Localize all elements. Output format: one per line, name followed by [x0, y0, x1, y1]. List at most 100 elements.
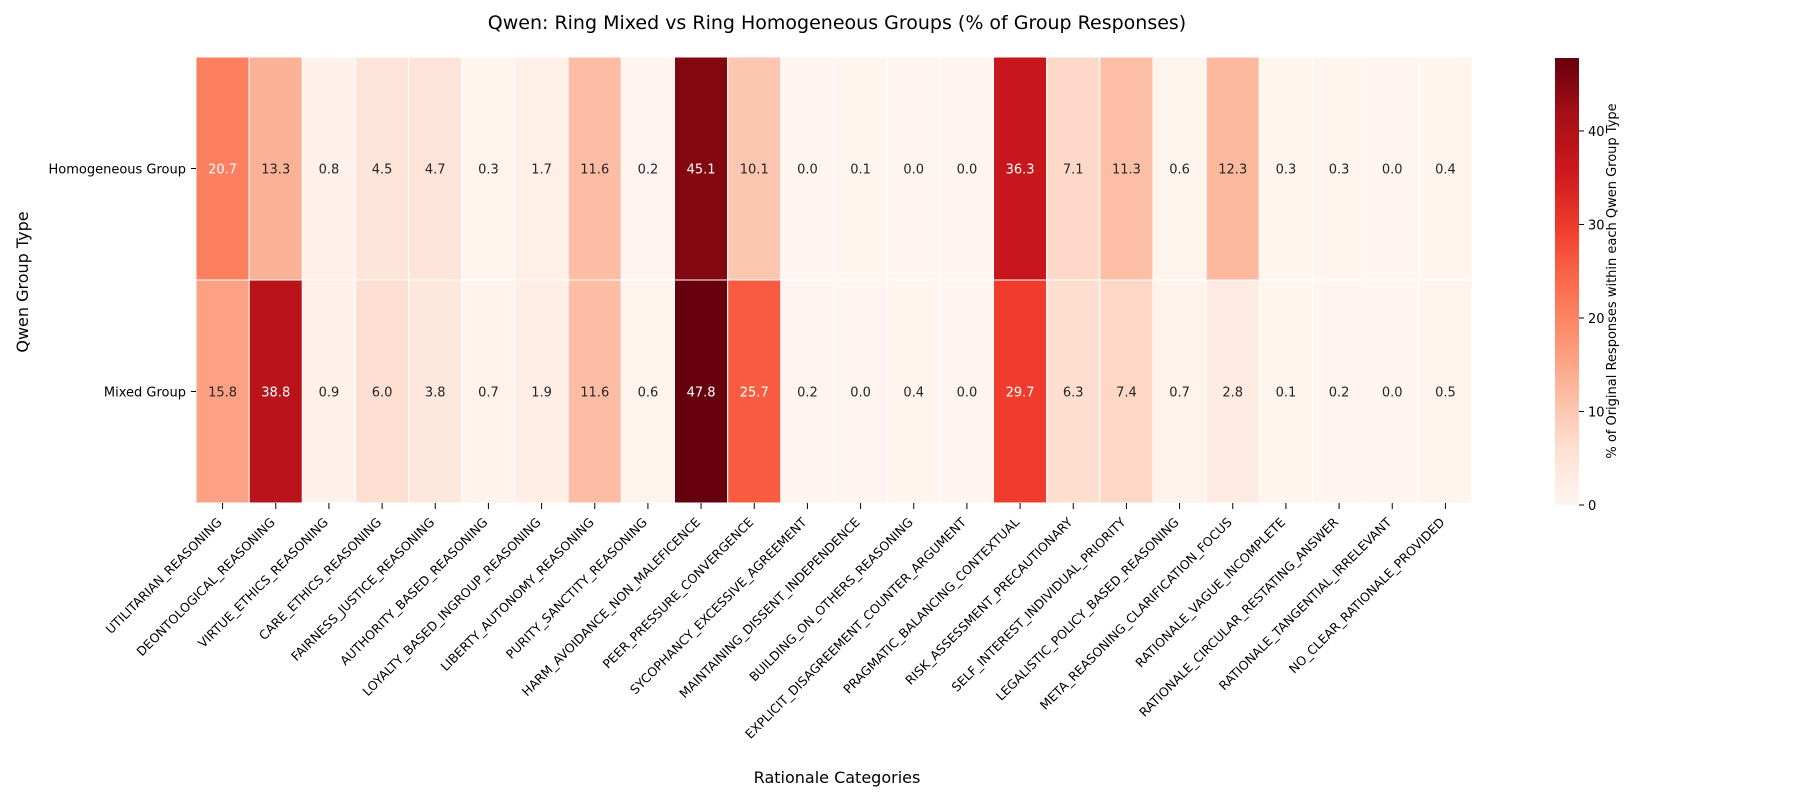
heatmap-cell — [780, 279, 835, 504]
heatmap-cell — [1418, 56, 1473, 281]
row-tick-label: Homogeneous Group — [48, 163, 186, 178]
cell-value-label: 11.3 — [1112, 163, 1141, 178]
heatmap-cell — [939, 56, 995, 281]
heatmap-cell — [1099, 56, 1154, 281]
heatmap-cell — [727, 279, 782, 504]
heatmap-cell — [1099, 279, 1154, 504]
cell-value-label: 2.8 — [1222, 386, 1243, 401]
colorbar-label: % of Original Responses within each Qwen… — [1605, 103, 1620, 458]
heatmap-cell — [674, 56, 729, 281]
cell-value-label: 7.1 — [1063, 163, 1084, 178]
heatmap-cell — [1418, 279, 1473, 504]
cell-value-label: 47.8 — [687, 386, 716, 401]
cell-value-label: 45.1 — [687, 163, 716, 178]
cell-value-label: 0.0 — [903, 163, 924, 178]
cell-value-label: 0.2 — [638, 163, 659, 178]
cell-value-label: 0.1 — [850, 163, 871, 178]
cell-value-label: 0.7 — [1169, 386, 1190, 401]
cell-value-label: 0.7 — [478, 386, 499, 401]
heatmap-cell — [301, 56, 356, 281]
cell-value-label: 0.0 — [1382, 386, 1403, 401]
column-tick-label: LEGALISTIC_POLICY_BASED_REASONING — [993, 515, 1182, 704]
y-axis-title: Qwen Group Type — [13, 211, 32, 352]
colorbar-ticks: 0 10 20 30 40 — [1579, 125, 1605, 514]
heatmap-cell — [301, 279, 356, 504]
colorbar-tick-label: 40 — [1588, 125, 1605, 140]
heatmap-cell — [1152, 56, 1207, 281]
heatmap-cell — [1046, 56, 1101, 281]
cell-value-label: 7.4 — [1116, 386, 1137, 401]
heatmap-cell — [833, 56, 888, 281]
cell-value-label: 0.2 — [797, 386, 818, 401]
heatmap-cell — [408, 56, 463, 281]
cell-value-label: 1.9 — [531, 386, 552, 401]
heatmap-cell — [248, 56, 303, 281]
cell-value-label: 15.8 — [208, 386, 237, 401]
cell-value-label: 10.1 — [740, 163, 769, 178]
chart-title: Qwen: Ring Mixed vs Ring Homogeneous Gro… — [488, 12, 1186, 34]
cell-value-label: 0.8 — [319, 163, 340, 178]
column-tick-label: META_REASONING_CLARIFICATION_FOCUS — [1037, 514, 1235, 712]
heatmap-cell — [355, 279, 410, 504]
heatmap-cell — [886, 279, 941, 504]
heatmap-cell-labels: 20.7 13.3 0.8 4.5 4.7 0.3 1.7 11.6 0.2 45.1 10.1 0.… — [208, 163, 1456, 401]
heatmap-cell — [195, 279, 250, 504]
heatmap-cell — [461, 56, 516, 281]
cell-value-label: 0.1 — [1276, 386, 1297, 401]
heatmap-cell — [1365, 56, 1420, 281]
heatmap-cell — [1205, 56, 1260, 281]
colorbar-tick-label: 0 — [1588, 499, 1596, 514]
cell-value-label: 0.3 — [478, 163, 499, 178]
colorbar — [1555, 58, 1579, 505]
cell-value-label: 0.9 — [319, 386, 340, 401]
cell-value-label: 11.6 — [580, 163, 609, 178]
heatmap-cell — [1258, 56, 1313, 281]
cell-value-label: 20.7 — [208, 163, 237, 178]
heatmap-cell — [1365, 279, 1420, 504]
heatmap-cell — [780, 56, 835, 281]
cell-value-label: 0.3 — [1276, 163, 1297, 178]
cell-value-label: 36.3 — [1006, 163, 1035, 178]
cell-value-label: 12.3 — [1218, 163, 1247, 178]
heatmap-cell — [514, 279, 569, 504]
heatmap-cell — [993, 279, 1048, 504]
heatmap-cell — [833, 279, 888, 504]
heatmap-cell — [886, 56, 941, 281]
x-axis-title: Rationale Categories — [754, 768, 921, 787]
heatmap-cell — [993, 56, 1048, 281]
row-tick-labels: Homogeneous Group Mixed Group — [48, 163, 196, 401]
cell-value-label: 1.7 — [531, 163, 552, 178]
heatmap-cell — [408, 279, 463, 504]
cell-value-label: 13.3 — [261, 163, 290, 178]
row-tick-label: Mixed Group — [104, 386, 186, 401]
heatmap-cell — [355, 56, 410, 281]
cell-value-label: 0.6 — [1169, 163, 1190, 178]
cell-value-label: 0.4 — [1435, 163, 1456, 178]
cell-value-label: 0.0 — [957, 163, 978, 178]
cell-value-label: 25.7 — [740, 386, 769, 401]
cell-value-label: 3.8 — [425, 386, 446, 401]
colorbar-tick-label: 30 — [1588, 218, 1605, 233]
cell-value-label: 0.0 — [850, 386, 871, 401]
heatmap-cell — [1312, 56, 1367, 281]
cell-value-label: 0.5 — [1435, 386, 1456, 401]
heatmap-cells — [195, 56, 1473, 504]
cell-value-label: 6.3 — [1063, 386, 1084, 401]
heatmap-cell — [567, 56, 622, 281]
heatmap-cell — [195, 56, 250, 281]
cell-value-label: 4.7 — [425, 163, 446, 178]
column-tick-label: MAINTAINING_DISSENT_INDEPENDENCE — [676, 514, 863, 701]
heatmap-cell — [1312, 279, 1367, 504]
cell-value-label: 29.7 — [1006, 386, 1035, 401]
heatmap-cell — [939, 279, 995, 504]
cell-value-label: 0.2 — [1329, 386, 1350, 401]
column-tick-label: RATIONALE_CIRCULAR_RESTATING_ANSWER — [1136, 514, 1341, 719]
column-tick-labels: UTILITARIAN_REASONINGDEONTOLOGICAL_REASO… — [102, 503, 1448, 742]
cell-value-label: 0.6 — [638, 386, 659, 401]
cell-value-label: 0.0 — [957, 386, 978, 401]
cell-value-label: 0.0 — [797, 163, 818, 178]
colorbar-tick-label: 20 — [1588, 312, 1605, 327]
cell-value-label: 38.8 — [261, 386, 290, 401]
